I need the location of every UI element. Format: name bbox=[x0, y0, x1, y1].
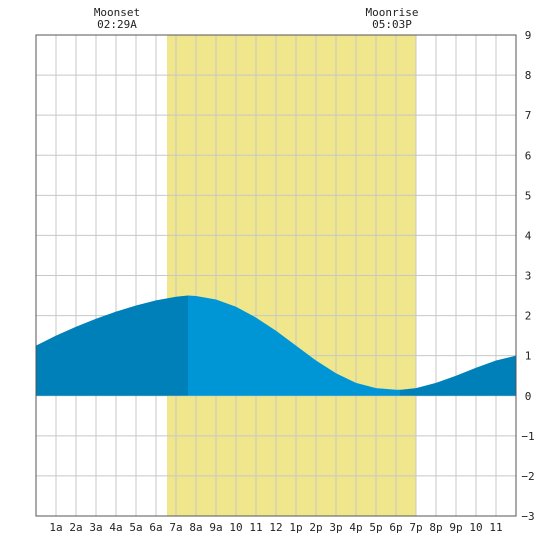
y-tick-label: 4 bbox=[525, 229, 532, 242]
x-tick-label: 3a bbox=[89, 521, 102, 534]
y-tick-label: 5 bbox=[525, 189, 532, 202]
x-tick-label: 1p bbox=[289, 521, 302, 534]
x-tick-label: 6a bbox=[149, 521, 162, 534]
y-tick-label: 2 bbox=[525, 310, 532, 323]
x-tick-label: 7p bbox=[409, 521, 422, 534]
grid bbox=[35, 34, 517, 517]
plot-border bbox=[35, 34, 517, 517]
y-tick-label: −2 bbox=[521, 470, 534, 483]
x-tick-label: 5p bbox=[369, 521, 382, 534]
x-tick-label: 12 bbox=[269, 521, 282, 534]
y-tick-label: 1 bbox=[525, 350, 532, 363]
moon-event-label: Moonset bbox=[94, 6, 140, 19]
tide-area-night-evening bbox=[400, 355, 516, 396]
y-tick-label: 7 bbox=[525, 109, 532, 122]
x-tick-label: 8p bbox=[429, 521, 442, 534]
x-tick-label: 10 bbox=[469, 521, 482, 534]
plot-frame bbox=[35, 34, 517, 517]
x-tick-label: 1a bbox=[49, 521, 62, 534]
y-tick-label: 9 bbox=[525, 29, 532, 42]
tide-series bbox=[36, 295, 516, 396]
moon-event-time: 05:03P bbox=[372, 18, 412, 31]
x-tick-label: 2p bbox=[309, 521, 322, 534]
x-tick-label: 4a bbox=[109, 521, 122, 534]
x-tick-label: 8a bbox=[189, 521, 202, 534]
moon-event-label: Moonrise bbox=[366, 6, 419, 19]
y-tick-label: −1 bbox=[521, 430, 534, 443]
moon-event-time: 02:29A bbox=[97, 18, 137, 31]
x-axis-ticks: 1a 2a 3a 4a 5a 6a 7a 8a 9a 10 11 12 1p 2p 3p 4p 5p 6p 7p 8p… bbox=[49, 521, 502, 534]
x-tick-label: 4p bbox=[349, 521, 362, 534]
tide-area-day bbox=[188, 295, 400, 396]
y-tick-label: −3 bbox=[521, 510, 534, 523]
y-tick-label: 0 bbox=[525, 390, 532, 403]
y-tick-label: 3 bbox=[525, 270, 532, 283]
x-tick-label: 2a bbox=[69, 521, 82, 534]
x-tick-label: 10 bbox=[229, 521, 242, 534]
x-tick-label: 3p bbox=[329, 521, 342, 534]
x-tick-label: 6p bbox=[389, 521, 402, 534]
y-tick-label: 8 bbox=[525, 69, 532, 82]
y-axis-ticks: −3 −2 −1 0 1 2 3 4 5 6 7 8 9 bbox=[521, 29, 534, 523]
x-tick-label: 11 bbox=[249, 521, 262, 534]
x-tick-label: 9p bbox=[449, 521, 462, 534]
x-tick-label: 11 bbox=[489, 521, 502, 534]
x-tick-label: 5a bbox=[129, 521, 142, 534]
y-tick-label: 6 bbox=[525, 149, 532, 162]
x-tick-label: 7a bbox=[169, 521, 182, 534]
x-tick-label: 9a bbox=[209, 521, 222, 534]
tide-area-night-morning bbox=[36, 295, 188, 396]
